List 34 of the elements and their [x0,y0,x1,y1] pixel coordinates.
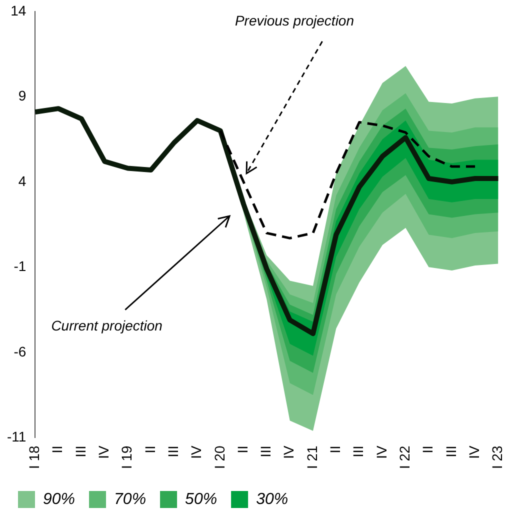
legend-label: 30% [256,490,288,508]
x-tick-label: IV [280,444,297,459]
line-series [219,120,476,240]
legend-label: 50% [185,490,218,508]
annotation: Current projection [51,318,163,334]
x-tick-label: II [142,446,158,454]
x-tick-label: I 22 [396,445,412,470]
x-tick-label: I 20 [211,445,228,470]
y-tick-label: 4 [18,172,26,189]
annotation: Previous projection [234,12,354,28]
x-tick-label: III [442,446,459,458]
x-tick-label: IV [96,444,112,459]
x-tick-label: IV [188,444,204,459]
y-tick-label: -1 [14,258,26,274]
x-tick-label: II [420,446,436,454]
y-tick-label: 14 [10,2,26,18]
x-tick-label: I 19 [118,445,135,470]
x-tick-label: III [164,446,181,458]
legend-label: 90% [43,490,76,508]
x-tick-label: III [72,446,88,458]
legend-label: 70% [114,490,146,508]
y-tick-label: -11 [6,428,26,445]
x-tick-label: IV [373,444,390,459]
x-tick-label: II [49,446,66,454]
x-tick-label: I 21 [304,445,320,470]
x-tick-label: IV [466,444,482,459]
x-tick-label: I 18 [26,445,42,470]
y-tick-label: 9 [18,88,26,104]
x-tick-label: I 23 [489,445,506,470]
x-tick-label: III [258,446,274,458]
x-tick-label: II [234,446,250,454]
y-tick-label: -6 [14,343,26,360]
x-tick-label: III [350,446,366,458]
x-tick-label: II [327,446,344,454]
